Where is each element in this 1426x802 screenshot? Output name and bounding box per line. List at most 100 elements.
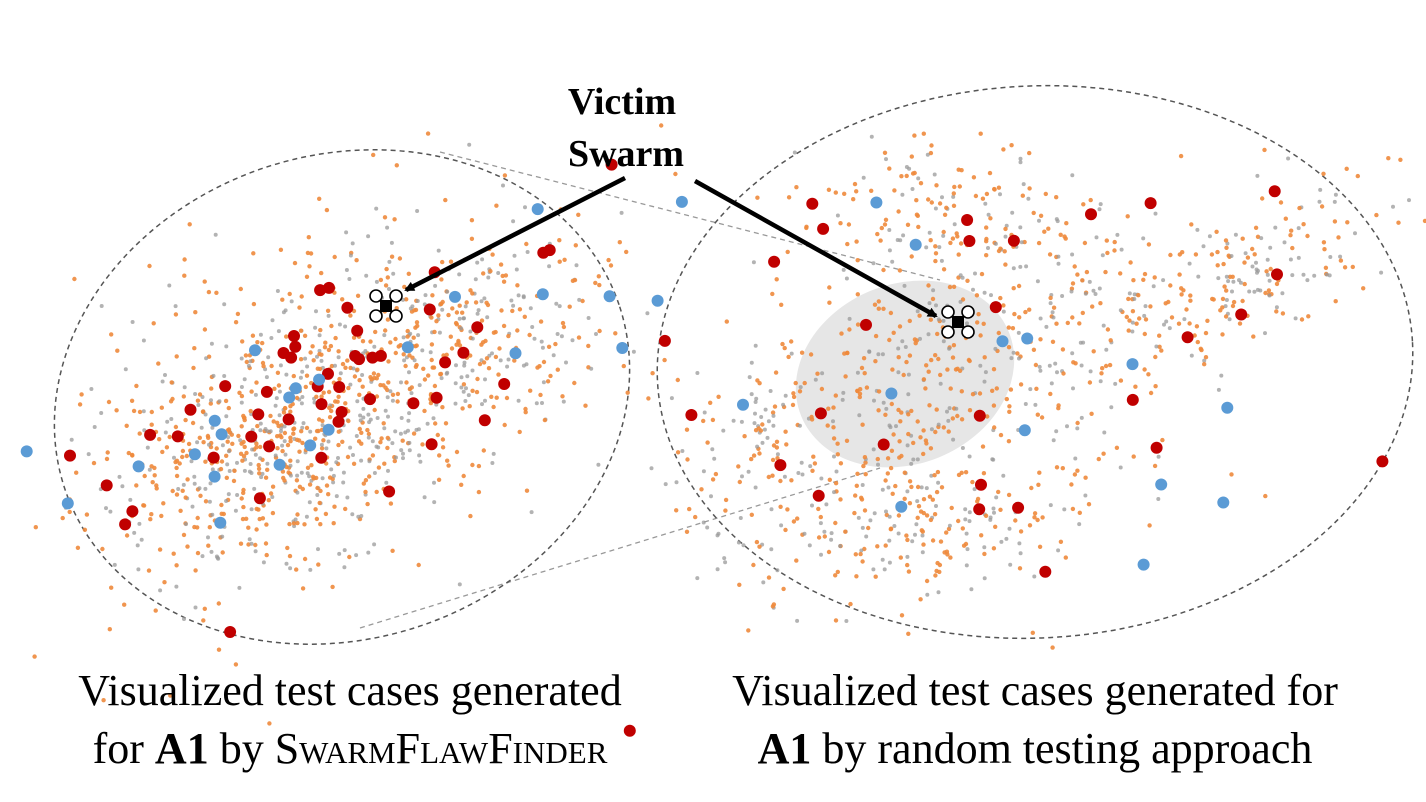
- gray-point: [417, 453, 422, 458]
- orange-point: [808, 352, 814, 357]
- gray-point: [933, 206, 938, 211]
- gray-point: [910, 539, 915, 544]
- gray-point: [1083, 493, 1088, 498]
- gray-point: [388, 389, 393, 394]
- gray-point: [174, 584, 179, 589]
- orange-point: [904, 533, 909, 538]
- orange-point: [956, 518, 961, 524]
- orange-point: [944, 530, 949, 535]
- gray-point: [344, 268, 349, 272]
- gray-point: [266, 355, 271, 360]
- gray-point: [374, 279, 379, 284]
- gray-point: [1079, 415, 1084, 420]
- gray-point: [350, 241, 355, 246]
- gray-point: [532, 336, 537, 341]
- gray-point: [475, 311, 480, 316]
- gray-point: [209, 341, 214, 346]
- orange-point: [1255, 234, 1261, 239]
- orange-point: [370, 453, 376, 458]
- orange-point: [430, 365, 435, 370]
- orange-point: [167, 434, 172, 440]
- orange-point: [287, 521, 292, 527]
- gray-point: [822, 529, 827, 534]
- red-point: [207, 451, 220, 464]
- gray-point: [342, 565, 347, 570]
- orange-point: [360, 384, 365, 389]
- orange-point: [851, 197, 856, 202]
- orange-point: [254, 527, 259, 532]
- orange-point: [183, 495, 188, 500]
- orange-point: [970, 479, 975, 485]
- orange-point: [786, 354, 791, 360]
- orange-point: [1080, 310, 1086, 316]
- orange-point: [253, 542, 258, 548]
- orange-point: [275, 434, 280, 439]
- orange-point: [1098, 301, 1103, 306]
- gray-point: [1267, 293, 1272, 298]
- gray-point: [934, 504, 938, 508]
- orange-point: [499, 308, 504, 313]
- gray-point: [1021, 182, 1026, 187]
- gray-point: [603, 154, 608, 159]
- orange-point: [432, 383, 438, 389]
- gray-point: [631, 349, 636, 354]
- gray-point: [619, 210, 624, 215]
- gray-point: [1332, 199, 1337, 204]
- orange-point: [440, 259, 445, 265]
- orange-point: [157, 437, 162, 442]
- orange-point: [357, 426, 362, 432]
- gray-point: [320, 476, 325, 481]
- gray-point: [331, 473, 336, 478]
- orange-point: [1299, 317, 1305, 322]
- gray-point: [334, 494, 339, 499]
- orange-point: [193, 310, 198, 315]
- orange-point: [237, 390, 242, 395]
- orange-point: [576, 335, 582, 340]
- orange-point: [524, 488, 530, 493]
- orange-point: [388, 340, 393, 345]
- orange-point: [912, 170, 917, 176]
- orange-point: [921, 451, 926, 457]
- gray-point: [902, 283, 907, 288]
- orange-point: [314, 394, 319, 399]
- gray-point: [336, 355, 341, 360]
- orange-point: [298, 328, 304, 333]
- orange-point: [882, 150, 888, 155]
- gray-point: [792, 150, 797, 155]
- orange-point: [674, 508, 679, 513]
- gray-point: [227, 449, 231, 454]
- orange-point: [456, 340, 461, 345]
- gray-point: [301, 421, 306, 426]
- gray-point: [1051, 438, 1056, 443]
- orange-point: [1016, 283, 1022, 289]
- orange-point: [1080, 278, 1085, 283]
- orange-point: [346, 385, 351, 391]
- orange-point: [990, 388, 995, 393]
- gray-point: [674, 480, 679, 485]
- orange-point: [1176, 321, 1182, 326]
- gray-point: [1224, 274, 1229, 279]
- orange-point: [934, 489, 940, 495]
- gray-point: [461, 389, 466, 394]
- gray-point: [348, 382, 353, 387]
- orange-point: [1062, 234, 1067, 239]
- orange-point: [1006, 492, 1012, 498]
- red-point: [1144, 197, 1157, 210]
- gray-point: [195, 440, 200, 445]
- gray-point: [1141, 236, 1146, 241]
- orange-point: [357, 378, 362, 383]
- gray-point: [462, 316, 466, 321]
- orange-point: [1222, 284, 1227, 289]
- gray-point: [896, 346, 901, 351]
- orange-point: [241, 504, 246, 510]
- gray-point: [491, 451, 496, 456]
- gray-point: [374, 206, 379, 211]
- gray-point: [1201, 244, 1206, 249]
- orange-point: [461, 382, 467, 387]
- orange-point: [858, 551, 863, 557]
- orange-point: [129, 398, 135, 403]
- orange-point: [775, 456, 780, 461]
- orange-point: [291, 427, 296, 432]
- orange-point: [242, 417, 247, 423]
- orange-point: [1034, 386, 1039, 391]
